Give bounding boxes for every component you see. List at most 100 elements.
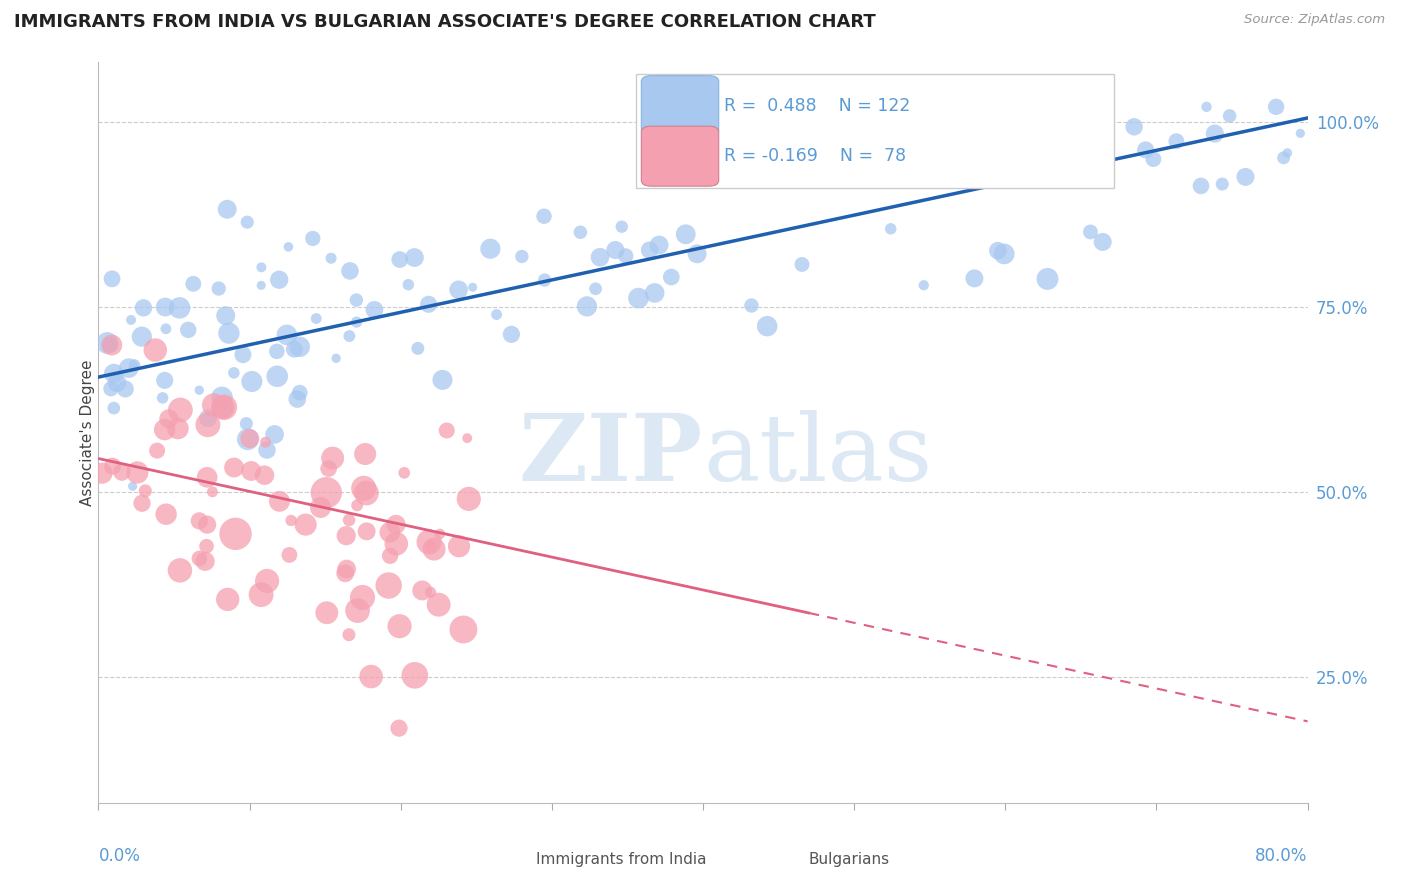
Point: [356, 486, 378, 500]
Point: [127, 466, 149, 480]
Point: [335, 529, 357, 543]
Point: [569, 225, 592, 239]
Point: [479, 242, 502, 256]
Point: [254, 435, 277, 450]
Point: [152, 391, 174, 405]
Point: [315, 485, 337, 500]
Point: [211, 401, 233, 415]
Point: [188, 383, 211, 397]
Point: [132, 301, 155, 315]
Point: [993, 247, 1015, 261]
Point: [114, 382, 136, 396]
FancyBboxPatch shape: [494, 843, 527, 875]
Point: [96, 336, 118, 351]
Point: [236, 432, 259, 446]
Point: [169, 301, 191, 315]
Point: [396, 277, 419, 292]
Point: [740, 298, 762, 312]
Point: [353, 481, 375, 495]
Text: Source: ZipAtlas.com: Source: ZipAtlas.com: [1244, 13, 1385, 27]
Point: [429, 527, 451, 541]
Point: [644, 285, 666, 300]
Point: [344, 293, 367, 307]
Point: [131, 496, 153, 510]
Point: [456, 431, 478, 445]
Point: [1204, 127, 1226, 141]
Point: [589, 250, 612, 264]
Point: [91, 467, 114, 481]
Point: [250, 260, 273, 275]
Point: [360, 669, 382, 683]
Point: [181, 277, 204, 291]
Point: [214, 401, 236, 415]
Point: [288, 340, 311, 354]
Point: [250, 278, 273, 293]
Point: [638, 243, 661, 257]
Point: [319, 252, 342, 266]
Text: ZIP: ZIP: [519, 409, 703, 500]
Point: [352, 591, 374, 605]
Point: [770, 161, 793, 175]
Point: [222, 460, 245, 475]
Point: [388, 619, 411, 633]
Point: [240, 375, 263, 389]
Point: [1036, 272, 1059, 286]
Point: [337, 628, 360, 642]
Point: [627, 291, 650, 305]
Point: [385, 517, 408, 532]
Point: [447, 283, 470, 297]
Text: Immigrants from India: Immigrants from India: [536, 852, 707, 866]
Point: [354, 447, 377, 461]
Point: [101, 459, 124, 474]
Point: [385, 537, 408, 551]
Point: [686, 247, 709, 261]
Point: [318, 461, 340, 475]
Point: [101, 272, 124, 286]
Text: 0.0%: 0.0%: [98, 847, 141, 865]
Point: [420, 539, 443, 553]
Point: [188, 551, 211, 566]
Point: [363, 302, 385, 317]
Point: [263, 427, 285, 442]
Point: [1289, 126, 1312, 140]
Text: atlas: atlas: [703, 409, 932, 500]
Point: [912, 278, 935, 293]
Point: [1004, 100, 1026, 114]
Point: [101, 338, 124, 352]
Point: [335, 566, 357, 581]
Point: [236, 215, 259, 229]
Point: [404, 668, 426, 682]
Point: [419, 585, 441, 599]
Point: [378, 549, 401, 563]
Point: [411, 583, 433, 598]
Point: [388, 721, 411, 735]
Point: [153, 423, 176, 437]
Point: [1080, 225, 1102, 239]
Text: R =  0.488    N = 122: R = 0.488 N = 122: [724, 96, 910, 115]
Point: [432, 373, 454, 387]
Point: [211, 390, 233, 404]
Point: [155, 507, 177, 521]
Point: [614, 249, 637, 263]
Point: [197, 411, 219, 425]
Point: [406, 342, 429, 356]
Point: [575, 299, 598, 313]
Point: [118, 361, 141, 376]
Point: [990, 145, 1012, 160]
Point: [194, 554, 217, 568]
Point: [510, 250, 533, 264]
Point: [1211, 177, 1233, 191]
Point: [605, 243, 627, 257]
Point: [1142, 152, 1164, 166]
Point: [1219, 109, 1241, 123]
Point: [212, 402, 235, 417]
Text: R = -0.169    N =  78: R = -0.169 N = 78: [724, 147, 905, 165]
Point: [225, 526, 247, 541]
Point: [394, 466, 416, 480]
Point: [100, 382, 122, 396]
Point: [157, 411, 180, 425]
Point: [153, 373, 176, 387]
Point: [1007, 112, 1029, 126]
Point: [880, 222, 903, 236]
Point: [269, 273, 291, 287]
